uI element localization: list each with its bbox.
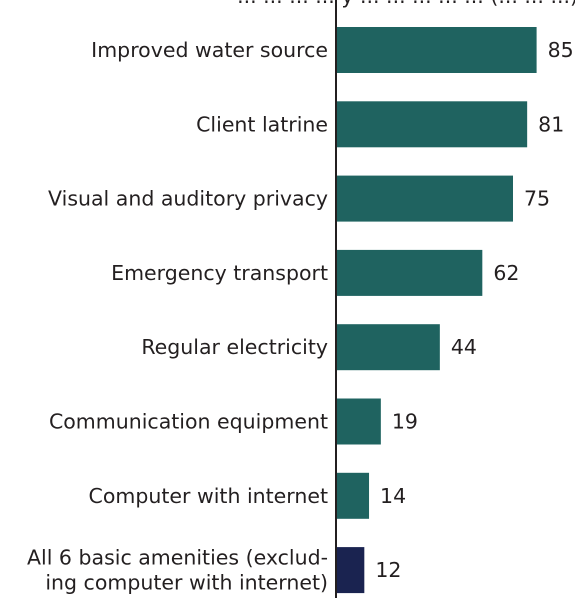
- bar-3: [336, 175, 513, 222]
- bar-7: [336, 472, 370, 519]
- category-label-3: Visual and auditory privacy: [48, 187, 328, 211]
- category-label-6: Communication equipment: [49, 410, 328, 434]
- bar-2: [336, 101, 528, 148]
- value-label-3: 75: [524, 187, 550, 211]
- bar-4: [336, 249, 483, 296]
- category-label-8-line-2: ing computer with internet): [45, 571, 328, 595]
- value-label-2: 81: [538, 112, 564, 136]
- value-label-4: 62: [493, 261, 519, 285]
- value-label-5: 44: [451, 335, 477, 359]
- value-label-6: 19: [392, 410, 418, 434]
- category-label-5: Regular electricity: [141, 335, 328, 359]
- category-label-2: Client latrine: [196, 112, 328, 136]
- chart-title: ... ... ... ... y ... ... ... ... ... (.…: [237, 0, 575, 8]
- bar-5: [336, 324, 440, 371]
- value-label-1: 85: [548, 38, 574, 62]
- category-label-7: Computer with internet: [89, 484, 328, 508]
- bar-6: [336, 398, 381, 445]
- category-label-8-line-1: All 6 basic amenities (exclud-: [27, 546, 328, 570]
- bar-8: [336, 547, 365, 594]
- bars-group: 85 Improved water source 81 Client latrine 7…: [27, 27, 574, 595]
- category-label-1: Improved water source: [91, 38, 328, 62]
- bar-1: [336, 27, 537, 73]
- category-label-4: Emergency transport: [111, 261, 328, 285]
- value-label-7: 14: [380, 484, 406, 508]
- value-label-8: 12: [375, 558, 401, 582]
